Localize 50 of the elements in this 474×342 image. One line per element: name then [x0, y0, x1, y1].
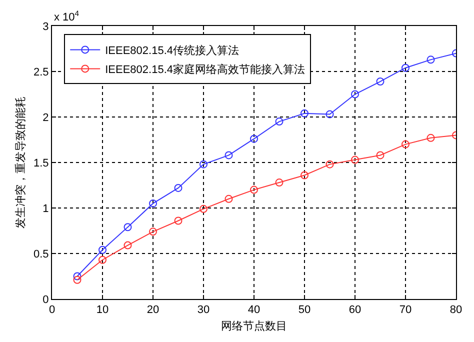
point — [300, 109, 308, 118]
point — [426, 134, 435, 142]
point — [224, 194, 233, 203]
x-tick-label: 30 — [197, 304, 210, 316]
point — [149, 199, 157, 208]
point — [402, 64, 410, 72]
point — [200, 160, 208, 168]
point — [351, 90, 359, 98]
point — [73, 276, 82, 284]
point — [98, 256, 106, 264]
point — [326, 160, 334, 168]
x-tick-label: 70 — [399, 304, 412, 316]
y-tick-label: 0.5 — [34, 248, 49, 260]
point — [224, 151, 233, 160]
y-tick-label: 2 — [42, 112, 49, 124]
point — [174, 216, 182, 225]
point — [174, 184, 182, 192]
y-tick-label: 0 — [42, 294, 49, 306]
point — [124, 241, 132, 250]
y-tick-label: 1.5 — [34, 157, 49, 170]
x-tick-label: 40 — [248, 304, 260, 316]
y-tick-label: 3 — [42, 20, 49, 33]
legend-label: IEEE802.15.4家庭网络高效节能接入算法 — [105, 62, 306, 76]
y-axis-title: 发生冲突，重发导致的能耗 — [14, 96, 28, 228]
point — [300, 171, 308, 180]
point — [275, 178, 284, 187]
point — [73, 272, 82, 280]
point — [250, 186, 258, 194]
x-tick-label: 10 — [96, 304, 109, 316]
x-tick-label: 20 — [146, 304, 160, 316]
x-tick-label: 60 — [348, 304, 362, 316]
legend-label: IEEE802.15.4传统接入算法 — [105, 44, 240, 57]
point — [200, 204, 208, 213]
y-tick-label: 1 — [42, 202, 49, 215]
point — [376, 151, 384, 160]
point — [402, 140, 410, 148]
text: x 10$^{4}$ — [54, 9, 80, 24]
point — [376, 78, 384, 86]
point — [326, 110, 334, 118]
point — [250, 134, 258, 143]
point — [275, 118, 284, 126]
point — [149, 228, 157, 236]
point — [98, 246, 106, 254]
point — [351, 156, 359, 164]
x-axis-title: 网络节点数目 — [221, 319, 287, 332]
x-tick-label: 50 — [298, 304, 311, 316]
y-tick-label: 2.5 — [34, 66, 49, 78]
point — [426, 56, 435, 64]
point — [124, 223, 132, 232]
x-tick-label: 80 — [450, 304, 462, 316]
